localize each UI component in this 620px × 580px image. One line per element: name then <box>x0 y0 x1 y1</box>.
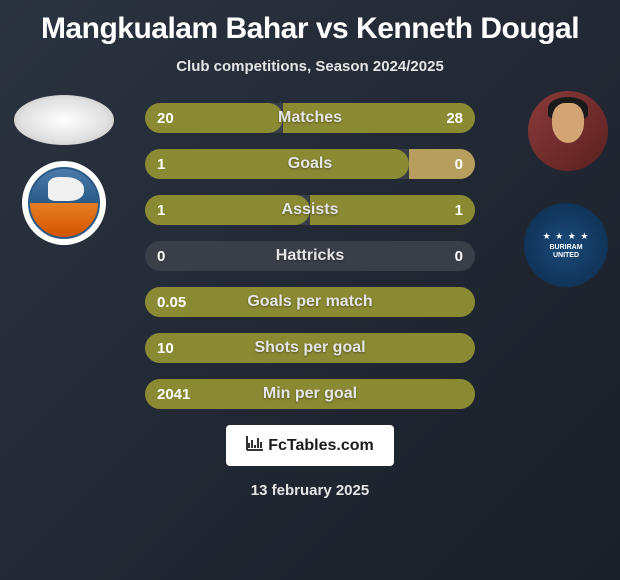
stat-value-left: 2041 <box>157 386 190 403</box>
logo: FcTables.com <box>246 435 374 456</box>
stat-row: 2041 Min per goal <box>145 379 475 409</box>
stat-label: Goals per match <box>247 293 372 311</box>
player-avatar-left <box>14 95 114 145</box>
stat-value-left: 1 <box>157 202 165 219</box>
page-title: Mangkualam Bahar vs Kenneth Dougal <box>10 12 610 46</box>
stat-row: 10 Shots per goal <box>145 333 475 363</box>
avatar-face <box>552 103 584 143</box>
stat-value-right: 1 <box>455 202 463 219</box>
stat-label: Matches <box>278 109 342 127</box>
badge-stars-icon: ★ ★ ★ ★ <box>543 231 590 242</box>
stat-bar-left <box>145 149 409 179</box>
club-badge-left-icon <box>28 167 100 239</box>
stat-value-right: 0 <box>455 248 463 265</box>
stat-value-left: 20 <box>157 110 174 127</box>
logo-box: FcTables.com <box>226 425 394 466</box>
stat-row: 1 Goals 0 <box>145 149 475 179</box>
stat-row: 1 Assists 1 <box>145 195 475 225</box>
stat-value-right: 28 <box>446 110 463 127</box>
logo-text: FcTables.com <box>268 437 374 455</box>
club-badge-right: ★ ★ ★ ★ BURIRAMUNITED <box>524 203 608 287</box>
chart-icon <box>246 435 264 456</box>
stats-container: 20Matches281Goals01Assists10Hattricks00.… <box>145 103 475 409</box>
stat-value-left: 1 <box>157 156 165 173</box>
stat-row: 0.05 Goals per match <box>145 287 475 317</box>
stat-row: 0 Hattricks 0 <box>145 241 475 271</box>
stat-label: Assists <box>282 201 339 219</box>
header: Mangkualam Bahar vs Kenneth Dougal Club … <box>0 0 620 83</box>
stat-bar-right <box>409 149 475 179</box>
badge-horse-icon <box>48 177 84 201</box>
stat-label: Min per goal <box>263 385 357 403</box>
content-area: ★ ★ ★ ★ BURIRAMUNITED 20 Matches 28 1 Goals 0… <box>0 83 620 409</box>
player-avatar-right <box>528 91 608 171</box>
footer: FcTables.com 13 february 2025 <box>0 425 620 499</box>
stat-label: Goals <box>288 155 332 173</box>
stat-label: Hattricks <box>276 247 344 265</box>
stat-value-right: 0 <box>455 156 463 173</box>
date-text: 13 february 2025 <box>0 482 620 499</box>
stat-value-left: 0.05 <box>157 294 186 311</box>
stat-label: Shots per goal <box>254 339 365 357</box>
stat-value-left: 0 <box>157 248 165 265</box>
page-subtitle: Club competitions, Season 2024/2025 <box>10 58 610 75</box>
club-badge-left <box>22 161 106 245</box>
stat-row: 20 Matches 28 <box>145 103 475 133</box>
stat-value-left: 10 <box>157 340 174 357</box>
badge-text: BURIRAMUNITED <box>549 244 582 259</box>
